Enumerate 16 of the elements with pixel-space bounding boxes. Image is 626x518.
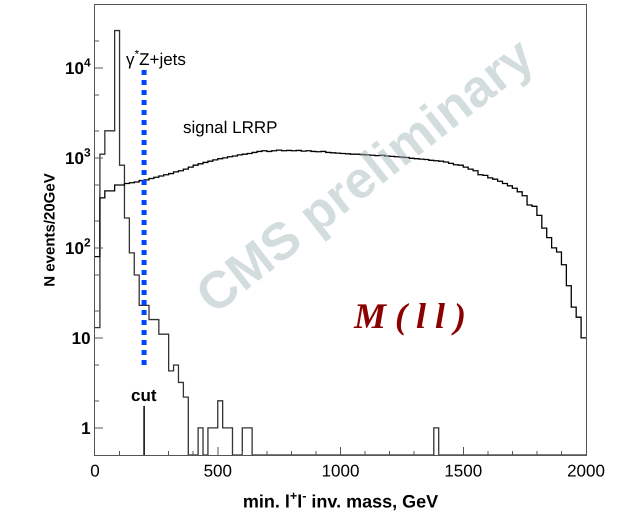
y-axis-title: N events/20GeV <box>41 173 58 287</box>
x-tick-label: 500 <box>204 461 232 480</box>
y-tick-label: 10$^{4}$ <box>65 56 91 78</box>
series-label: signal LRRP <box>183 118 278 137</box>
y-tick-label: 1 <box>81 418 91 438</box>
y-tick-label: 10$^{3}$ <box>65 146 91 168</box>
y-tick-label: 10$^{2}$ <box>65 236 91 258</box>
series-label: γ$^{*}$Z+jets <box>126 47 186 70</box>
x-tick-label: 0 <box>90 461 100 480</box>
annotation: M ( l l ) <box>353 296 466 336</box>
x-tick-label: 2000 <box>567 461 605 480</box>
y-tick-label: 10 <box>72 328 91 348</box>
ref-line-label: cut <box>131 386 157 405</box>
x-tick-label: 1500 <box>444 461 482 480</box>
x-axis-title: min. l$^{+}$l$^{-}$ inv. mass, GeV <box>242 488 438 512</box>
x-tick-label: 1000 <box>322 461 360 480</box>
